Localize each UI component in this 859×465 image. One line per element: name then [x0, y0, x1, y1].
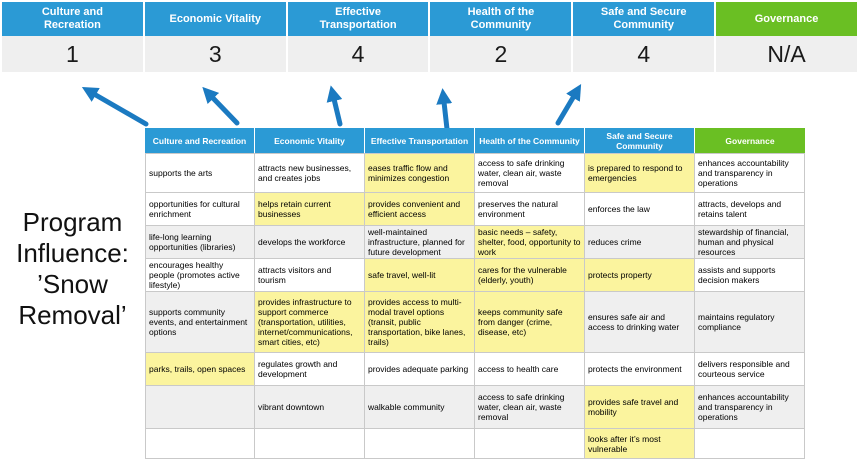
influence-arrows — [81, 83, 582, 132]
matrix-row-6: vibrant downtown walkable community access… — [145, 386, 805, 429]
matrix-header-5: Governance — [695, 128, 805, 153]
program-label-line: Program — [22, 207, 123, 237]
matrix-cell-r1c4: enforces the law — [585, 193, 695, 226]
matrix-header-2: Effective Transportation — [365, 128, 475, 153]
summary-header-0: Culture and Recreation — [2, 2, 143, 36]
matrix-cell-r7c1 — [255, 429, 365, 459]
matrix-row-0: supports the arts attracts new businesses… — [145, 153, 805, 193]
summary-header-4: Safe and Secure Community — [573, 2, 715, 36]
summary-header-row: Culture and Recreation Economic Vitality E… — [2, 2, 857, 36]
summary-score-4: 4 — [573, 36, 715, 72]
matrix-cell-r4c5: maintains regulatory compliance — [695, 292, 805, 353]
matrix-header-3: Health of the Community — [475, 128, 585, 153]
summary-score-0: 1 — [2, 36, 143, 72]
matrix-cell-r7c3 — [475, 429, 585, 459]
matrix-cell-r6c3: access to safe drinking water, clean air… — [475, 386, 585, 429]
matrix-cell-r4c0: supports community events, and entertain… — [145, 292, 255, 353]
matrix-cell-r3c2: safe travel, well-lit — [365, 259, 475, 292]
summary-header-5: Governance — [716, 2, 857, 36]
matrix-cell-r0c4: is prepared to respond to emergencies — [585, 153, 695, 193]
summary-score-5: N/A — [716, 36, 857, 72]
matrix-cell-r7c2 — [365, 429, 475, 459]
matrix-cell-r4c3: keeps community safe from danger (crime,… — [475, 292, 585, 353]
matrix-cell-r0c2: eases traffic flow and minimizes congest… — [365, 153, 475, 193]
summary-score-2: 4 — [287, 36, 429, 72]
matrix-cell-r3c3: cares for the vulnerable (elderly, youth… — [475, 259, 585, 292]
matrix-cell-r5c3: access to health care — [475, 353, 585, 386]
matrix-row-3: encourages healthy people (promotes acti… — [145, 259, 805, 292]
program-label-line: ’Snow — [37, 269, 108, 299]
matrix-cell-r7c0 — [145, 429, 255, 459]
matrix-cell-r6c2: walkable community — [365, 386, 475, 429]
matrix-cell-r5c5: delivers responsible and courteous servi… — [695, 353, 805, 386]
matrix-cell-r1c2: provides convenient and efficient access — [365, 193, 475, 226]
matrix-cell-r2c5: stewardship of financial, human and phys… — [695, 226, 805, 259]
matrix-header-row: Culture and Recreation Economic Vitality E… — [145, 128, 805, 153]
matrix-cell-r1c5: attracts, develops and retains talent — [695, 193, 805, 226]
matrix-cell-r2c4: reduces crime — [585, 226, 695, 259]
matrix-cell-r5c1: regulates growth and development — [255, 353, 365, 386]
matrix-cell-r6c0 — [145, 386, 255, 429]
matrix-cell-r6c4: provides safe travel and mobility — [585, 386, 695, 429]
matrix-row-4: supports community events, and entertain… — [145, 292, 805, 353]
influence-arrow-safe — [555, 83, 582, 126]
matrix-cell-r4c1: provides infrastructure to support comme… — [255, 292, 365, 353]
matrix-cell-r1c1: helps retain current businesses — [255, 193, 365, 226]
matrix-cell-r1c3: preserves the natural environment — [475, 193, 585, 226]
matrix-cell-r2c1: develops the workforce — [255, 226, 365, 259]
matrix-cell-r5c2: provides adequate parking — [365, 353, 475, 386]
program-label-line: Removal’ — [18, 300, 127, 330]
matrix-cell-r2c0: life-long learning opportunities (librar… — [145, 226, 255, 259]
summary-header-3: Health of the Community — [430, 2, 572, 36]
influence-arrow-health — [436, 88, 453, 132]
matrix-row-5: parks, trails, open spaces regulates grow… — [145, 353, 805, 386]
matrix-cell-r3c5: assists and supports decision makers — [695, 259, 805, 292]
matrix-cell-r0c0: supports the arts — [145, 153, 255, 193]
matrix-header-4: Safe and Secure Community — [585, 128, 695, 153]
matrix-cell-r2c3: basic needs – safety, shelter, food, opp… — [475, 226, 585, 259]
matrix-cell-r5c0: parks, trails, open spaces — [145, 353, 255, 386]
matrix-header-1: Economic Vitality — [255, 128, 365, 153]
matrix-cell-r4c4: ensures safe air and access to drinking … — [585, 292, 695, 353]
influence-matrix-table: Culture and Recreation Economic Vitality E… — [145, 128, 805, 459]
matrix-row-2: life-long learning opportunities (librar… — [145, 226, 805, 259]
matrix-body: supports the arts attracts new businesses… — [145, 153, 805, 459]
matrix-cell-r0c1: attracts new businesses, and creates job… — [255, 153, 365, 193]
matrix-cell-r7c5 — [695, 429, 805, 459]
matrix-cell-r3c1: attracts visitors and tourism — [255, 259, 365, 292]
influence-arrow-economic — [202, 86, 240, 126]
summary-header-2: Effective Transportation — [287, 2, 429, 36]
program-influence-label: Program Influence: ’Snow Removal’ — [0, 207, 145, 331]
summary-score-1: 3 — [144, 36, 286, 72]
matrix-cell-r2c2: well-maintained infrastructure, planned … — [365, 226, 475, 259]
matrix-cell-r7c4: looks after it’s most vulnerable — [585, 429, 695, 459]
matrix-cell-r0c3: access to safe drinking water, clean air… — [475, 153, 585, 193]
matrix-cell-r3c0: encourages healthy people (promotes acti… — [145, 259, 255, 292]
matrix-cell-r4c2: provides access to multi-modal travel op… — [365, 292, 475, 353]
summary-table: Culture and Recreation Economic Vitality E… — [2, 2, 857, 72]
matrix-row-7: looks after it’s most vulnerable — [145, 429, 805, 459]
matrix-row-1: opportunities for cultural enrichment hel… — [145, 193, 805, 226]
influence-arrow-transportation — [326, 85, 343, 127]
summary-header-1: Economic Vitality — [144, 2, 286, 36]
influence-arrow-culture — [81, 87, 149, 127]
matrix-cell-r3c4: protects property — [585, 259, 695, 292]
summary-score-3: 2 — [430, 36, 572, 72]
matrix-cell-r1c0: opportunities for cultural enrichment — [145, 193, 255, 226]
matrix-cell-r0c5: enhances accountability and transparency… — [695, 153, 805, 193]
matrix-header-0: Culture and Recreation — [145, 128, 255, 153]
program-label-line: Influence: — [16, 238, 129, 268]
matrix-cell-r5c4: protects the environment — [585, 353, 695, 386]
summary-score-row: 1 3 4 2 4 N/A — [2, 36, 857, 72]
matrix-cell-r6c1: vibrant downtown — [255, 386, 365, 429]
matrix-cell-r6c5: enhances accountability and transparency… — [695, 386, 805, 429]
